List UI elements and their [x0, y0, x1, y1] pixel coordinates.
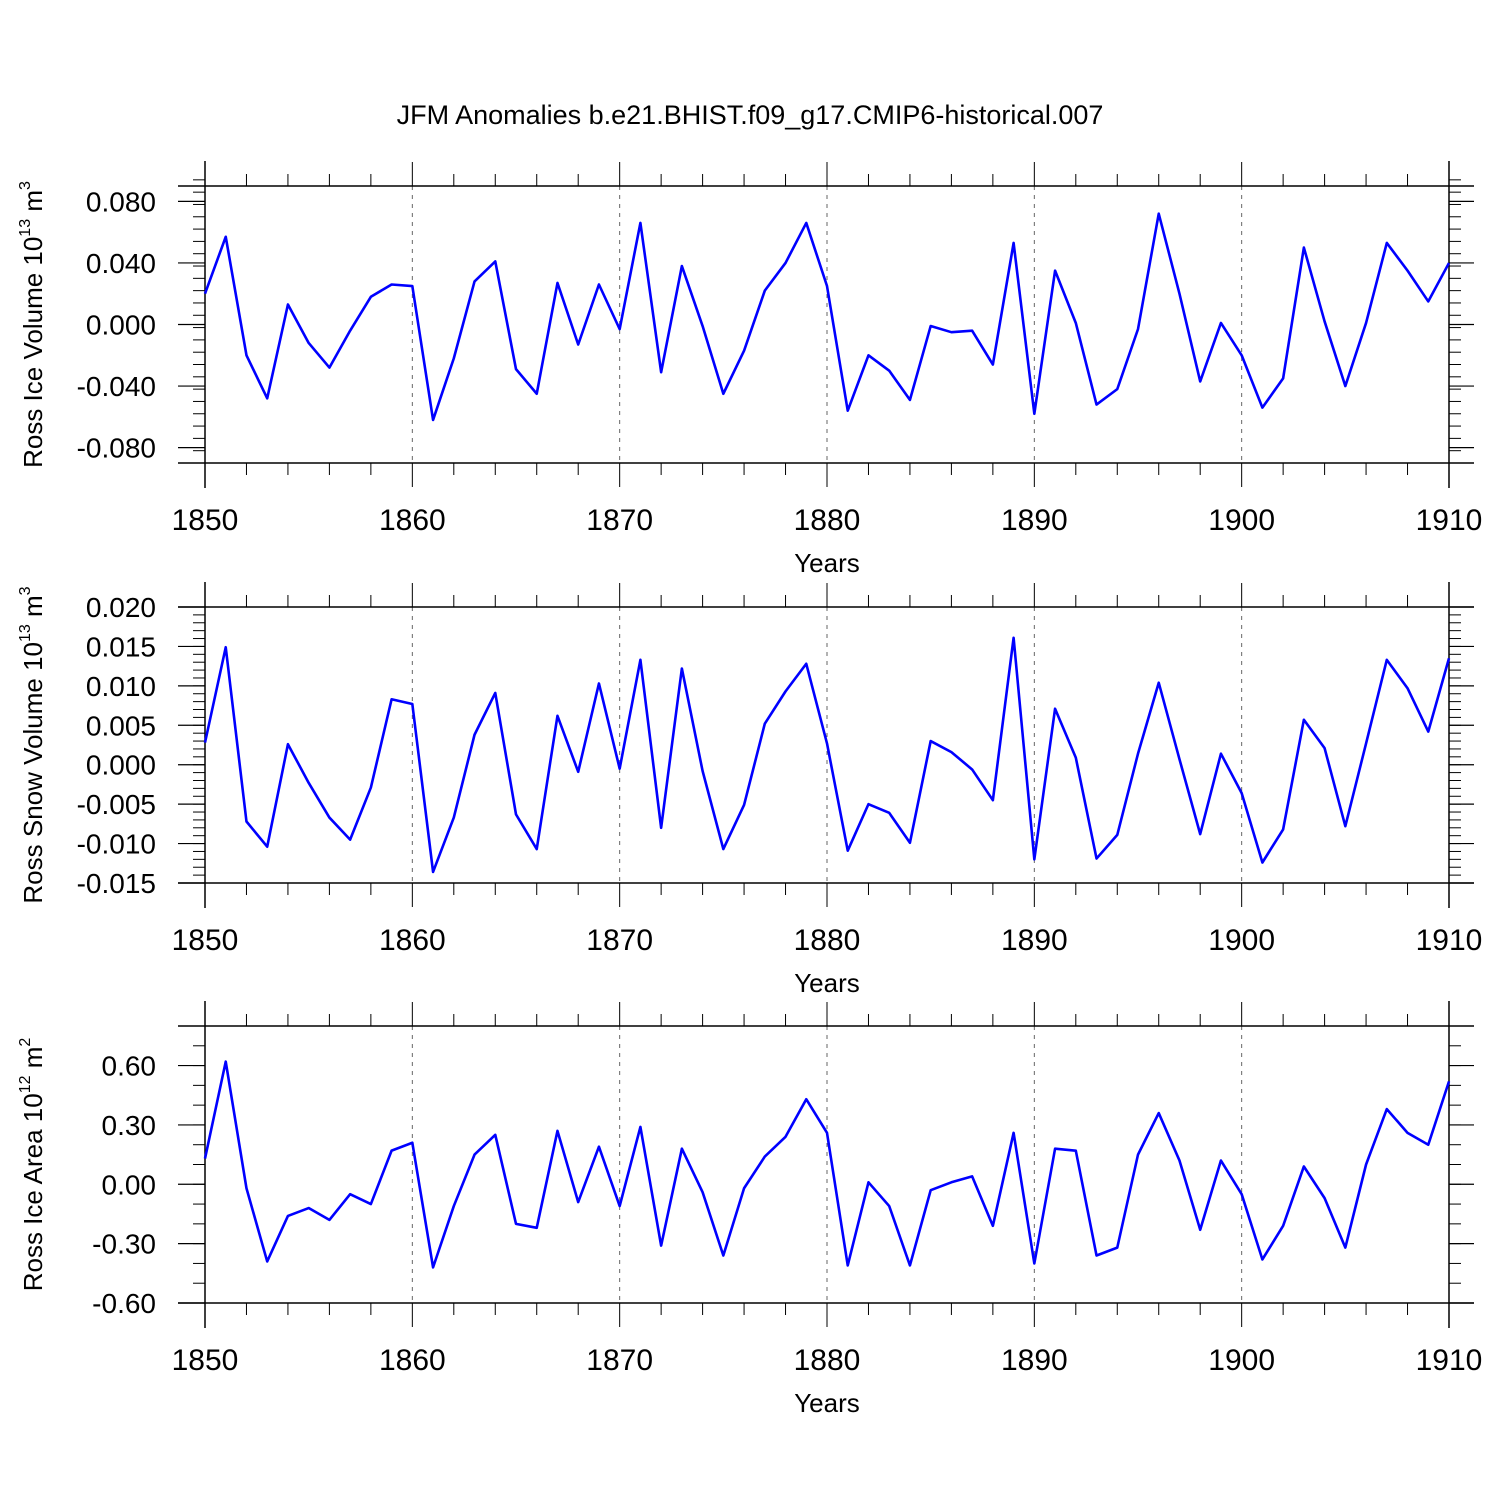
x-tick-label: 1860 — [379, 1344, 446, 1377]
y-axis-label-exponent: 3 — [17, 586, 34, 595]
y-tick-label: -0.30 — [92, 1229, 156, 1260]
y-tick-label: 0.000 — [86, 750, 156, 781]
y-axis-label-exponent: 13 — [17, 219, 34, 237]
y-axis-label-main: Ross Ice Area 10 — [18, 1093, 48, 1291]
x-tick-label: 1910 — [1416, 924, 1483, 957]
x-tick-label: 1860 — [379, 504, 446, 537]
x-axis-label: Years — [794, 1388, 860, 1418]
y-tick-label: -0.005 — [77, 789, 156, 820]
y-tick-label: -0.015 — [77, 868, 156, 899]
y-tick-label: 0.015 — [86, 631, 156, 662]
x-tick-label: 1880 — [794, 1344, 861, 1377]
y-tick-label: -0.010 — [77, 829, 156, 860]
y-axis-label-main: Ross Snow Volume 10 — [18, 642, 48, 904]
y-axis-label-unit: m — [18, 595, 48, 624]
series-line — [203, 636, 1451, 874]
x-tick-label: 1890 — [1001, 504, 1068, 537]
y-tick-label: -0.60 — [92, 1288, 156, 1319]
panel-3: 0.60 0.30 0.00 -0.30 -0.60 1850 1860 1870 1880 18… — [17, 1001, 1482, 1418]
x-tick-label: 1850 — [172, 504, 239, 537]
series-line — [203, 212, 1451, 422]
y-tick-label: 0.040 — [86, 248, 156, 279]
y-tick-label: 0.60 — [102, 1051, 157, 1082]
y-axis-label: Ross Ice Volume 1013 m3 — [17, 181, 48, 468]
y-tick-label: 0.00 — [102, 1169, 157, 1200]
x-tick-label: 1880 — [794, 924, 861, 957]
x-axis-label: Years — [794, 548, 860, 578]
x-tick-label: 1900 — [1208, 924, 1275, 957]
y-tick-label: -0.080 — [77, 433, 156, 464]
series-line — [203, 1060, 1451, 1269]
x-axis-label: Years — [794, 968, 860, 998]
x-tick-label: 1870 — [586, 1344, 653, 1377]
x-tick-label: 1870 — [586, 504, 653, 537]
y-axis-label-unit: m — [18, 1047, 48, 1076]
y-axis-label: Ross Snow Volume 1013 m3 — [17, 586, 48, 903]
y-tick-label: 0.010 — [86, 671, 156, 702]
x-tick-label: 1910 — [1416, 504, 1483, 537]
y-axis-label-exponent: 13 — [17, 624, 34, 642]
x-tick-label: 1890 — [1001, 924, 1068, 957]
x-tick-label: 1910 — [1416, 1344, 1483, 1377]
y-axis-label-exponent: 3 — [17, 181, 34, 190]
y-tick-label: 0.000 — [86, 310, 156, 341]
x-tick-label: 1850 — [172, 1344, 239, 1377]
y-tick-label: 0.020 — [86, 592, 156, 623]
y-tick-label: 0.080 — [86, 186, 156, 217]
y-axis-label-unit: m — [18, 190, 48, 219]
x-tick-label: 1870 — [586, 924, 653, 957]
x-tick-label: 1860 — [379, 924, 446, 957]
panels-container: 0.080 0.040 0.000 -0.040 -0.080 1850 1860 1870 1… — [17, 161, 1482, 1418]
x-tick-label: 1890 — [1001, 1344, 1068, 1377]
y-axis-label-exponent: 2 — [17, 1038, 34, 1047]
figure-title: JFM Anomalies b.e21.BHIST.f09_g17.CMIP6-… — [397, 100, 1104, 130]
x-tick-label: 1850 — [172, 924, 239, 957]
x-tick-label: 1880 — [794, 504, 861, 537]
y-tick-label: 0.30 — [102, 1110, 157, 1141]
x-tick-label: 1900 — [1208, 504, 1275, 537]
y-axis-label-exponent: 12 — [17, 1075, 34, 1093]
panel-2: 0.020 0.015 0.010 0.005 0.000 -0.005 -0.010 -0.… — [17, 582, 1482, 998]
panel-1: 0.080 0.040 0.000 -0.040 -0.080 1850 1860 1870 1… — [17, 161, 1482, 578]
y-tick-label: 0.005 — [86, 710, 156, 741]
x-tick-label: 1900 — [1208, 1344, 1275, 1377]
y-tick-label: -0.040 — [77, 371, 156, 402]
y-axis-label-main: Ross Ice Volume 10 — [18, 237, 48, 468]
y-axis-label: Ross Ice Area 1012 m2 — [17, 1038, 48, 1292]
